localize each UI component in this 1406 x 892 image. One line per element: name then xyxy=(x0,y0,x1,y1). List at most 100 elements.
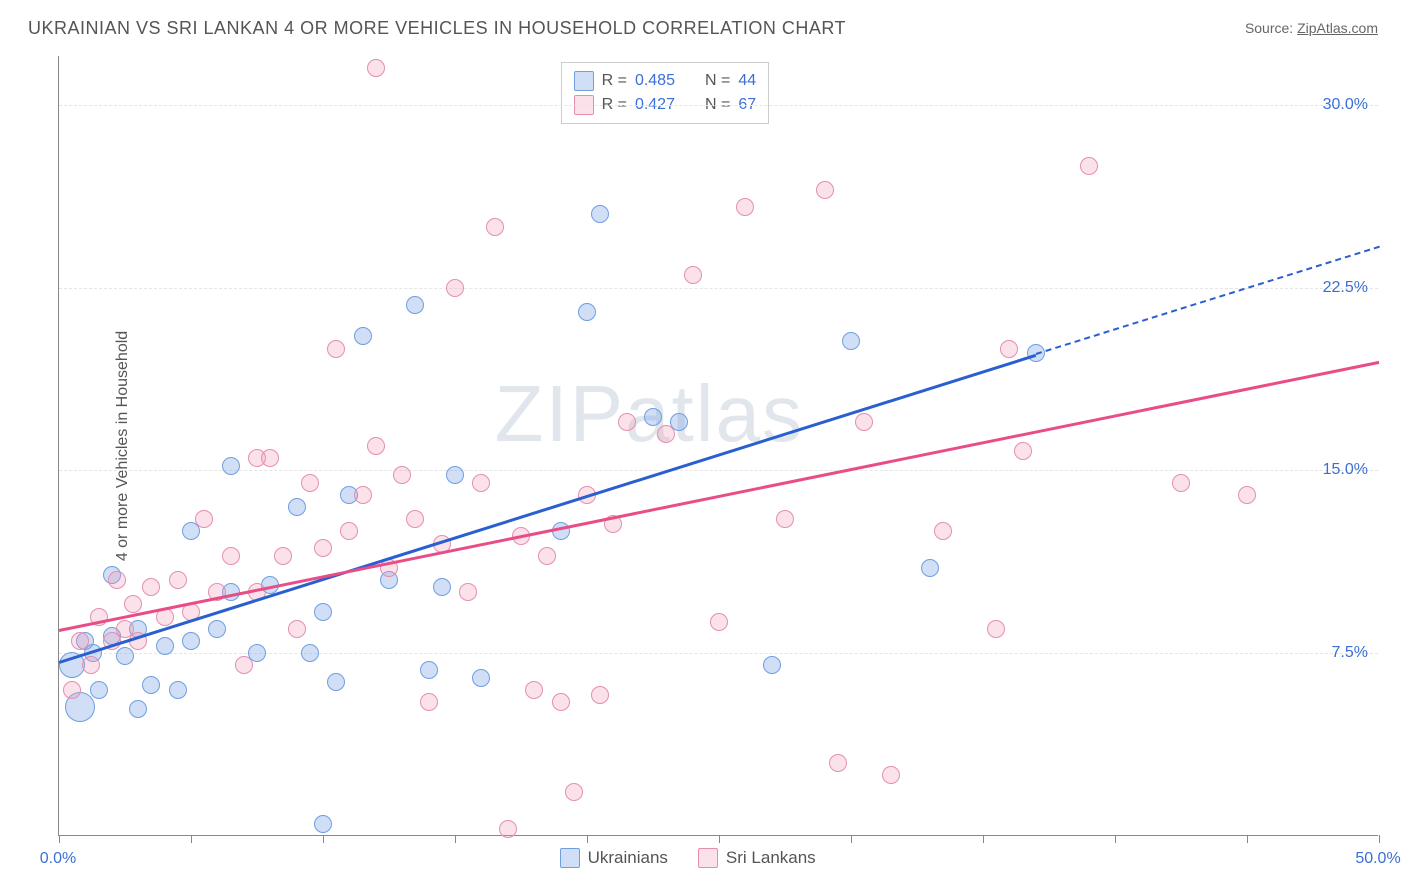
scatter-point xyxy=(591,205,609,223)
scatter-point xyxy=(63,681,81,699)
scatter-point xyxy=(288,620,306,638)
scatter-point xyxy=(354,486,372,504)
scatter-point xyxy=(406,296,424,314)
scatter-point xyxy=(1172,474,1190,492)
source-link[interactable]: ZipAtlas.com xyxy=(1297,20,1378,36)
x-tick xyxy=(455,835,456,843)
scatter-point xyxy=(314,539,332,557)
y-tick-label: 22.5% xyxy=(1323,279,1368,297)
x-tick xyxy=(587,835,588,843)
scatter-point xyxy=(169,681,187,699)
legend-item: Ukrainians xyxy=(560,848,668,868)
scatter-point xyxy=(235,656,253,674)
legend-label: Ukrainians xyxy=(588,848,668,868)
x-tick-label: 0.0% xyxy=(40,850,76,868)
x-tick xyxy=(59,835,60,843)
scatter-point xyxy=(657,425,675,443)
scatter-point xyxy=(472,669,490,687)
y-tick-label: 7.5% xyxy=(1332,644,1368,662)
scatter-point xyxy=(1238,486,1256,504)
scatter-point xyxy=(921,559,939,577)
scatter-point xyxy=(736,198,754,216)
scatter-point xyxy=(393,466,411,484)
scatter-point xyxy=(459,583,477,601)
x-tick xyxy=(191,835,192,843)
scatter-point xyxy=(367,59,385,77)
scatter-point xyxy=(855,413,873,431)
legend-swatch xyxy=(574,71,594,91)
scatter-point xyxy=(842,332,860,350)
scatter-point xyxy=(987,620,1005,638)
x-tick xyxy=(323,835,324,843)
scatter-point xyxy=(142,578,160,596)
scatter-point xyxy=(433,578,451,596)
x-tick-label: 50.0% xyxy=(1355,850,1400,868)
trendline xyxy=(59,361,1380,632)
scatter-point xyxy=(340,522,358,540)
scatter-point xyxy=(406,510,424,528)
scatter-point xyxy=(499,820,517,838)
scatter-point xyxy=(222,457,240,475)
n-label: N = xyxy=(705,72,730,90)
y-tick-label: 30.0% xyxy=(1323,96,1368,114)
scatter-point xyxy=(367,437,385,455)
r-label: R = xyxy=(602,72,627,90)
scatter-point xyxy=(1014,442,1032,460)
scatter-point xyxy=(301,474,319,492)
scatter-point xyxy=(525,681,543,699)
scatter-point xyxy=(156,637,174,655)
scatter-point xyxy=(327,340,345,358)
scatter-point xyxy=(82,656,100,674)
scatter-point xyxy=(618,413,636,431)
trendline-extrapolation xyxy=(1035,246,1379,355)
scatter-point xyxy=(222,547,240,565)
scatter-point xyxy=(472,474,490,492)
gridline xyxy=(59,470,1378,471)
scatter-point xyxy=(327,673,345,691)
scatter-point xyxy=(710,613,728,631)
chart-title: UKRAINIAN VS SRI LANKAN 4 OR MORE VEHICL… xyxy=(28,18,846,39)
scatter-point xyxy=(142,676,160,694)
scatter-point xyxy=(420,693,438,711)
x-tick xyxy=(1247,835,1248,843)
scatter-point xyxy=(538,547,556,565)
gridline xyxy=(59,288,1378,289)
scatter-point xyxy=(1000,340,1018,358)
scatter-plot-area: ZIPatlas R =0.485N =44R =0.427N =67 7.5%… xyxy=(58,56,1378,836)
legend-swatch xyxy=(560,848,580,868)
scatter-point xyxy=(816,181,834,199)
legend-label: Sri Lankans xyxy=(726,848,816,868)
legend-item: Sri Lankans xyxy=(698,848,816,868)
scatter-point xyxy=(578,303,596,321)
scatter-point xyxy=(882,766,900,784)
scatter-point xyxy=(71,632,89,650)
x-tick xyxy=(983,835,984,843)
scatter-point xyxy=(644,408,662,426)
scatter-point xyxy=(261,449,279,467)
x-tick xyxy=(1115,835,1116,843)
scatter-point xyxy=(129,700,147,718)
legend-swatch xyxy=(698,848,718,868)
n-value: 44 xyxy=(738,72,756,90)
scatter-point xyxy=(565,783,583,801)
scatter-point xyxy=(124,595,142,613)
x-tick xyxy=(719,835,720,843)
trendline xyxy=(59,353,1037,663)
scatter-point xyxy=(486,218,504,236)
scatter-point xyxy=(301,644,319,662)
scatter-point xyxy=(108,571,126,589)
x-tick xyxy=(851,835,852,843)
scatter-point xyxy=(182,632,200,650)
source-prefix: Source: xyxy=(1245,20,1297,36)
scatter-point xyxy=(354,327,372,345)
scatter-point xyxy=(763,656,781,674)
scatter-point xyxy=(776,510,794,528)
gridline xyxy=(59,105,1378,106)
scatter-point xyxy=(208,620,226,638)
source-attribution: Source: ZipAtlas.com xyxy=(1245,20,1378,36)
legend-row: R =0.485N =44 xyxy=(574,69,757,93)
scatter-point xyxy=(829,754,847,772)
series-legend: Ukrainians Sri Lankans xyxy=(560,848,816,868)
scatter-point xyxy=(1080,157,1098,175)
scatter-point xyxy=(274,547,292,565)
